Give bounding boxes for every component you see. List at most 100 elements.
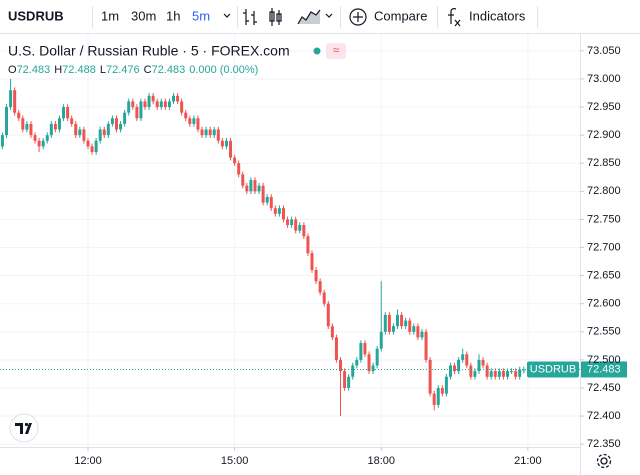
candle-body: [416, 326, 420, 338]
candle-body: [326, 303, 330, 327]
candle-body: [163, 101, 167, 108]
x-tick-label: 12:00: [74, 455, 102, 467]
candle-body: [70, 118, 74, 124]
candle-body: [404, 320, 408, 327]
y-tick-label: 72.550: [587, 326, 621, 338]
y-tick-label: 72.650: [587, 270, 621, 282]
candle-body: [514, 371, 518, 377]
candle-body: [506, 371, 509, 377]
y-tick-label: 72.600: [587, 298, 621, 310]
interval-button[interactable]: 30m: [131, 8, 156, 23]
candle-body: [493, 371, 497, 377]
candle-body: [286, 219, 290, 226]
candle-body: [298, 225, 302, 231]
indicators-icon[interactable]: [448, 8, 461, 27]
candle-body: [383, 314, 387, 332]
delay-badge-icon: ≈: [333, 43, 340, 57]
candle-body: [204, 129, 208, 136]
x-tick-label: 21:00: [514, 455, 542, 467]
candle-body: [453, 365, 457, 372]
candle-body: [127, 101, 131, 113]
symbol[interactable]: USDRUB: [8, 8, 64, 23]
candle-body: [53, 123, 57, 130]
candle-body: [216, 129, 220, 141]
candle-body: [119, 123, 123, 130]
candle-body: [196, 118, 200, 130]
candle-body: [143, 101, 147, 108]
candle-body: [501, 371, 505, 377]
candle-style-icon[interactable]: [269, 8, 282, 26]
ohlc-value: 72.476: [106, 64, 140, 76]
candle-body: [294, 219, 298, 231]
candle-body: [139, 101, 143, 119]
price-tag: [581, 361, 627, 378]
candle-body: [57, 118, 61, 130]
candle-body: [131, 101, 135, 108]
interval-button[interactable]: 1h: [166, 8, 180, 23]
candle-body: [269, 196, 273, 209]
plot-area: [0, 78, 526, 417]
candle-body: [412, 326, 416, 332]
candle-body: [212, 129, 216, 136]
interval-dropdown[interactable]: [223, 13, 231, 18]
candle-body: [318, 281, 322, 293]
logo[interactable]: [9, 413, 39, 443]
symbol-tag: [527, 361, 579, 378]
candle-body: [9, 90, 13, 108]
candle-body: [510, 371, 514, 373]
candle-body: [0, 135, 4, 147]
candle-body: [461, 354, 465, 360]
y-tick-label: 72.400: [587, 410, 621, 422]
ohlc-label: O: [8, 64, 17, 76]
candle-body: [66, 107, 70, 119]
price-tag-label: 72.483: [587, 363, 621, 375]
candle-body: [339, 359, 343, 372]
candle-body: [322, 292, 326, 304]
candle-body: [78, 129, 82, 136]
ohlc-label: H: [54, 64, 62, 76]
settings-button[interactable]: [596, 453, 612, 469]
candle-body: [110, 118, 114, 124]
candle-body: [281, 208, 285, 220]
candle-body: [17, 112, 21, 119]
candle-body: [306, 236, 310, 254]
interval-button[interactable]: 1m: [101, 8, 119, 23]
candle-body: [432, 393, 436, 405]
ohlc-label: L: [100, 64, 106, 76]
y-tick-label: 72.800: [587, 185, 621, 197]
candle-body: [420, 331, 424, 338]
area-style-icon[interactable]: [297, 9, 321, 25]
candle-body: [457, 359, 461, 372]
candle-body: [155, 101, 159, 108]
candle-body: [400, 314, 404, 327]
candle-body: [33, 135, 37, 141]
candle-body: [241, 174, 245, 186]
delay-badge: [326, 43, 346, 59]
candle-body: [347, 376, 351, 388]
market-status: [313, 47, 321, 55]
candle-body: [29, 123, 33, 136]
candle-body: [355, 359, 359, 366]
chart-legend-title: U.S. Dollar / Russian Ruble · 5 · FOREX.…: [8, 43, 290, 59]
candle-body: [159, 101, 163, 108]
candle-body: [151, 95, 155, 102]
compare-button[interactable]: Compare: [374, 8, 427, 23]
compare-icon[interactable]: [349, 8, 367, 26]
candle-body: [436, 388, 440, 405]
candle-body: [302, 225, 306, 237]
candle-body: [192, 118, 196, 124]
x-tick-label: 15:00: [221, 455, 249, 467]
candle-body: [518, 369, 522, 377]
indicators-button[interactable]: Indicators: [469, 8, 526, 23]
ohlc-label: C: [144, 64, 152, 76]
interval-button[interactable]: 5m: [192, 8, 210, 23]
candle-body: [172, 95, 176, 102]
symbol-tag-label: USDRUB: [530, 363, 576, 375]
candle-body: [481, 359, 485, 366]
candle-body: [229, 140, 233, 158]
bar-style-icon[interactable]: [243, 9, 257, 25]
candle-body: [45, 135, 49, 141]
style-dropdown[interactable]: [325, 13, 333, 18]
candle-body: [253, 180, 257, 192]
